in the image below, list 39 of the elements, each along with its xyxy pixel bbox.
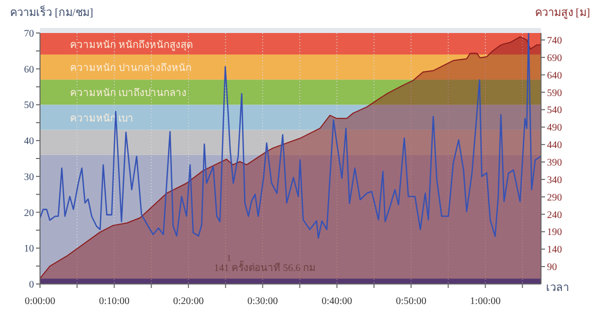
y-tick-label: 50 bbox=[24, 100, 34, 112]
x-tick-label: 0:20:00 bbox=[173, 296, 204, 307]
band-label: ความหนัก ปานกลางถึงหนัก bbox=[70, 62, 192, 74]
line-series bbox=[40, 33, 541, 239]
y2-tick-label: 440 bbox=[547, 140, 562, 152]
x-tick-label: 0:50:00 bbox=[396, 296, 426, 307]
y-tick-label: 10 bbox=[24, 244, 34, 255]
y2-tick-label: 190 bbox=[547, 227, 562, 238]
y2-tick-label: 690 bbox=[547, 52, 562, 64]
y2-tick-label: 590 bbox=[547, 88, 562, 99]
y2-tick-label: 390 bbox=[547, 157, 562, 168]
y2-tick-label: 90 bbox=[547, 262, 557, 274]
y-tick-label: 60 bbox=[24, 64, 34, 76]
y-tick-label: 40 bbox=[24, 136, 34, 148]
annotation: 141 ครั้งต่อนาที 56.6 กม bbox=[214, 260, 316, 274]
y2-tick-label: 540 bbox=[547, 105, 562, 116]
y-tick-label: 20 bbox=[24, 208, 34, 219]
band-label: ความหนัก หนักถึงหนักสูงสุด bbox=[70, 38, 192, 51]
y2-tick-label: 490 bbox=[547, 122, 562, 134]
band-label: ความหนัก เบาถึงปานกลาง bbox=[70, 87, 186, 100]
y2-tick-label: 240 bbox=[547, 210, 562, 221]
y-axis-title: ความเร็ว [กม/ชม] bbox=[10, 5, 94, 19]
x-tick-label: 1:00:00 bbox=[470, 296, 501, 307]
x-tick-label: 0:30:00 bbox=[247, 296, 278, 307]
x-tick-label: 0:40:00 bbox=[322, 296, 352, 307]
y-tick-label: 30 bbox=[24, 172, 34, 183]
y-tick-label: 0 bbox=[29, 280, 34, 290]
y2-axis-title: ความสูง [ม] bbox=[534, 7, 590, 19]
band-label: ความหนัก เบา bbox=[70, 113, 134, 124]
annotation: 1 bbox=[226, 253, 232, 263]
y2-tick-label: 140 bbox=[547, 244, 562, 256]
x-tick-label: 0:00:00 bbox=[24, 296, 56, 307]
y-tick-label: 70 bbox=[24, 28, 34, 40]
x-tick-label: 0:10:00 bbox=[98, 296, 130, 307]
y2-tick-label: 640 bbox=[547, 70, 562, 82]
x-axis-title: เวลา bbox=[546, 282, 569, 294]
y2-tick-label: 740 bbox=[547, 35, 562, 46]
y2-tick-label: 340 bbox=[547, 174, 562, 186]
y2-tick-label: 290 bbox=[547, 192, 562, 204]
